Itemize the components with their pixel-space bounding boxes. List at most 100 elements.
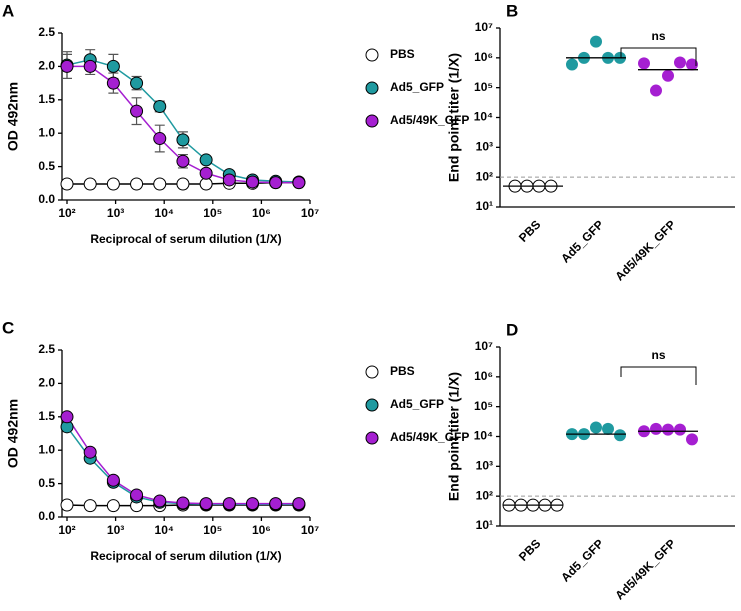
data-point: [199, 497, 213, 511]
data-point: [60, 498, 74, 512]
data-point: [222, 497, 236, 511]
data-point: [292, 497, 306, 511]
y-tick-label: 2.5: [38, 25, 55, 39]
data-point: [602, 422, 614, 435]
data-point: [153, 177, 167, 191]
y-tick-label: 10⁷: [475, 20, 493, 34]
y-tick-label: 2.0: [38, 59, 55, 73]
data-point: [130, 76, 144, 90]
data-point: [662, 69, 674, 82]
legend-label: PBS: [390, 47, 415, 61]
significance-label: ns: [651, 348, 665, 362]
x-tick-label: 10⁴: [155, 206, 174, 220]
panel-letter: D: [506, 320, 518, 339]
data-point: [60, 410, 74, 424]
panel-letter: B: [506, 1, 518, 20]
data-point: [674, 423, 686, 436]
data-point: [662, 423, 674, 436]
y-tick-label: 1.5: [38, 409, 55, 423]
data-point: [686, 58, 698, 71]
significance-bracket: [620, 47, 697, 66]
x-tick-label: 10²: [58, 206, 75, 220]
legend-label: Ad5_GFP: [390, 80, 444, 94]
data-point: [199, 153, 213, 167]
y-tick-label: 10²: [476, 169, 493, 183]
legend-label: Ad5/49K_GFP: [390, 430, 469, 444]
data-point: [199, 166, 213, 180]
x-tick-label: 10⁴: [155, 523, 174, 537]
x-tick-label: 10³: [107, 206, 124, 220]
data-point: [153, 132, 167, 146]
data-point: [153, 494, 167, 508]
y-tick-label: 10⁴: [474, 110, 493, 124]
x-tick-label: Ad5_GFP: [558, 217, 606, 265]
significance-bracket: [620, 366, 697, 385]
y-tick-label: 1.0: [38, 125, 55, 139]
x-axis-title: Reciprocal of serum dilution (1/X): [90, 549, 281, 563]
y-tick-label: 0.0: [38, 509, 55, 523]
data-point: [246, 175, 260, 189]
data-point: [106, 177, 120, 191]
data-point: [130, 488, 144, 502]
x-axis-title: Reciprocal of serum dilution (1/X): [90, 232, 281, 246]
data-point: [153, 99, 167, 113]
data-point: [686, 433, 698, 446]
y-tick-label: 1.0: [38, 442, 55, 456]
x-tick-label: 10³: [107, 523, 124, 537]
y-tick-label: 10¹: [476, 199, 493, 213]
legend-marker: [365, 114, 379, 128]
panel-letter: A: [2, 1, 14, 20]
legend-marker: [365, 398, 379, 412]
legend-label: Ad5/49K_GFP: [390, 113, 469, 127]
y-tick-label: 10²: [476, 488, 493, 502]
y-tick-label: 10⁵: [474, 399, 493, 413]
y-tick-label: 10⁶: [474, 369, 493, 383]
data-point: [130, 177, 144, 191]
data-point: [176, 496, 190, 510]
legend-marker: [365, 48, 379, 62]
y-axis-title: OD 492nm: [5, 399, 21, 468]
y-tick-label: 2.0: [38, 376, 55, 390]
data-point: [674, 56, 686, 69]
y-tick-label: 10⁵: [474, 80, 493, 94]
data-point: [566, 58, 578, 71]
legend-label: PBS: [390, 364, 415, 378]
data-point: [83, 499, 97, 513]
x-tick-label: 10⁷: [301, 206, 319, 220]
data-point: [246, 497, 260, 511]
data-point: [292, 176, 306, 190]
y-tick-label: 10³: [476, 140, 493, 154]
data-point: [106, 473, 120, 487]
x-tick-label: 10²: [58, 523, 75, 537]
data-point: [60, 59, 74, 73]
data-point: [60, 177, 74, 191]
data-point: [590, 421, 602, 434]
y-tick-label: 0.5: [38, 159, 55, 173]
y-tick-label: 10⁷: [475, 339, 493, 353]
y-tick-label: 1.5: [38, 92, 55, 106]
legend-label: Ad5_GFP: [390, 397, 444, 411]
data-point: [106, 76, 120, 90]
x-tick-label: 10⁵: [203, 523, 222, 537]
x-tick-label: Ad5_GFP: [558, 536, 606, 584]
legend-marker: [365, 81, 379, 95]
data-point: [650, 422, 662, 435]
y-tick-label: 10⁶: [474, 50, 493, 64]
data-point: [176, 154, 190, 168]
data-point: [650, 84, 662, 97]
y-axis-title: End point titer (1/X): [446, 53, 462, 182]
data-point: [83, 445, 97, 459]
data-point: [614, 429, 626, 442]
data-point: [176, 177, 190, 191]
data-point: [269, 176, 283, 190]
data-point: [176, 133, 190, 147]
x-tick-label: 10⁶: [252, 523, 271, 537]
series-line: [66, 416, 299, 505]
data-point: [106, 499, 120, 513]
data-point: [222, 173, 236, 187]
x-tick-label: Ad5/49K_GFP: [612, 217, 678, 283]
x-tick-label: PBS: [516, 536, 543, 563]
data-point: [83, 177, 97, 191]
x-tick-label: 10⁷: [301, 523, 319, 537]
